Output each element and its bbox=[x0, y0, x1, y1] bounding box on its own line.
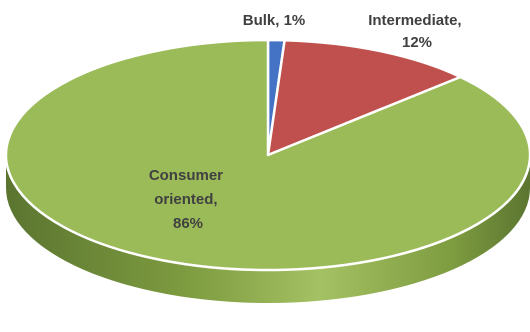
pie-side-wall bbox=[6, 155, 530, 303]
pie-slice-consumer-oriented bbox=[4, 38, 530, 272]
data-label-intermediate: Intermediate, 12% bbox=[368, 12, 466, 51]
pie-side bbox=[6, 155, 530, 303]
data-label-bulk: Bulk, 1% bbox=[243, 12, 306, 29]
data-label-consumer-oriented: Consumer oriented, 86% bbox=[149, 167, 227, 232]
pie-top bbox=[4, 38, 530, 272]
pie-slice-intermediate bbox=[266, 38, 462, 157]
data-labels: Bulk, 1% Intermediate, 12% Consumer orie… bbox=[149, 12, 466, 232]
